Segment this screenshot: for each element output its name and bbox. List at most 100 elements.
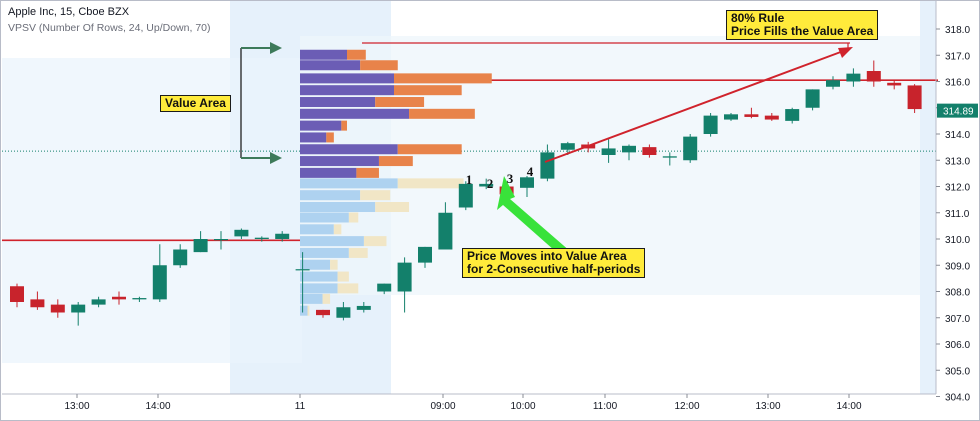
volume-profile-up-bar [300,85,394,96]
y-tick-label: 310.0 [945,235,970,246]
volume-profile-up-bar [300,247,349,258]
volume-profile-up-bar [300,97,376,107]
volume-profile-down-bar [307,305,310,316]
right-edge-shade [920,1,936,394]
candle-body [540,152,555,179]
candle-body [356,305,371,310]
volume-profile-down-bar [360,60,398,71]
y-tick-label: 308.0 [945,288,970,299]
volume-profile-up-bar [300,60,361,71]
last-price-badge [937,103,978,118]
value-area-callout: Value Area [160,95,231,112]
x-tick-label: 10:00 [510,401,535,412]
candle-body [295,269,310,271]
volume-profile-down-bar [348,212,359,223]
candle-body [724,114,738,120]
volume-profile-down-bar [363,236,387,247]
candle-body [764,115,779,120]
value-area-arrowhead-bottom [270,152,282,164]
candle-body [152,265,167,300]
value-area-label: Value Area [165,96,226,110]
volume-profile-down-bar [378,156,413,167]
y-tick-label: 307.0 [945,314,970,325]
indicator-label: VPSV (Number Of Rows, 24, Up/Down, 70) [8,22,211,34]
volume-profile-down-bar [394,73,492,84]
y-tick-label: 317.0 [945,51,970,62]
candle-body [91,299,106,305]
y-tick-label: 316.0 [945,78,970,89]
rule-subtitle: Price Fills the Value Area [731,24,874,38]
volume-profile-down-bar [397,144,462,155]
candle-body [275,233,290,239]
x-tick-label: 13:00 [755,401,780,412]
volume-profile-up-bar [300,144,398,155]
candle-body [846,73,861,82]
candle-body [622,145,636,153]
x-tick-label: 13:00 [64,401,89,412]
candle-body [642,147,657,155]
x-tick-label: 09:00 [430,401,455,412]
y-tick-label: 314.0 [945,130,970,141]
eighty-percent-rule-callout: 80% Rule Price Fills the Value Area [726,10,879,40]
candle-marker-4: 4 [527,164,534,179]
candle-body [316,309,330,316]
candle-body [560,143,575,150]
price-moves-callout: Price Moves into Value Area for 2-Consec… [462,248,646,278]
volume-profile-up-bar [300,49,347,60]
y-tick-label: 311.0 [945,209,970,220]
candle-body [458,183,473,208]
candle-body [173,249,188,266]
volume-profile-up-bar [300,120,342,131]
volume-profile-down-bar [337,271,349,282]
candle-marker-1: 1 [466,172,473,187]
volume-profile-down-bar [348,247,368,258]
volume-profile-up-bar [300,236,364,247]
candle-body [805,89,820,108]
trend-arrow-head [838,47,853,58]
volume-profile-up-bar [300,132,327,143]
x-tick-label: 11:00 [593,401,618,412]
y-tick-label: 304.0 [945,393,970,404]
volume-profile-up-bar [300,305,308,316]
candle-body [520,177,534,188]
candle-body [418,246,432,263]
candle-marker-2: 2 [487,176,494,191]
candle-body [479,183,494,187]
volume-profile-up-bar [300,283,338,294]
candle-body [254,237,269,239]
candle-body [10,286,24,302]
volume-profile-down-bar [326,132,334,143]
volume-profile-down-bar [322,293,331,304]
volume-profile-up-bar [300,202,376,212]
x-tick-label: 12:00 [674,401,699,412]
candle-body [71,304,86,313]
value-area-arrowhead-top [270,42,282,54]
volume-profile-up-bar [300,178,398,189]
volume-profile-up-bar [300,108,410,119]
volume-profile-up-bar [300,271,338,282]
candle-body [907,85,922,110]
price-moves-line1: Price Moves into Value Area [467,249,627,263]
price-moves-line2: for 2-Consecutive half-periods [467,262,641,276]
candle-body [601,148,616,155]
candle-body [438,212,453,250]
candle-body [132,298,147,300]
x-tick-label: 14:00 [145,401,170,412]
volume-profile-down-bar [394,85,462,96]
trend-arrow-line [544,49,847,163]
candle-body [744,114,759,117]
y-tick-label: 313.0 [945,156,970,167]
volume-profile-down-bar [375,97,425,107]
candle-body [703,115,718,134]
y-tick-label: 305.0 [945,366,970,377]
volume-profile-down-bar [347,49,366,60]
volume-profile-up-bar [300,156,379,167]
candle-body [112,296,126,300]
x-tick-label: 11 [295,401,306,412]
volume-profile-up-bar [300,293,323,304]
volume-profile-down-bar [409,108,475,119]
volume-profile-down-bar [375,202,410,212]
y-tick-label: 312.0 [945,183,970,194]
volume-profile-down-bar [356,167,379,178]
